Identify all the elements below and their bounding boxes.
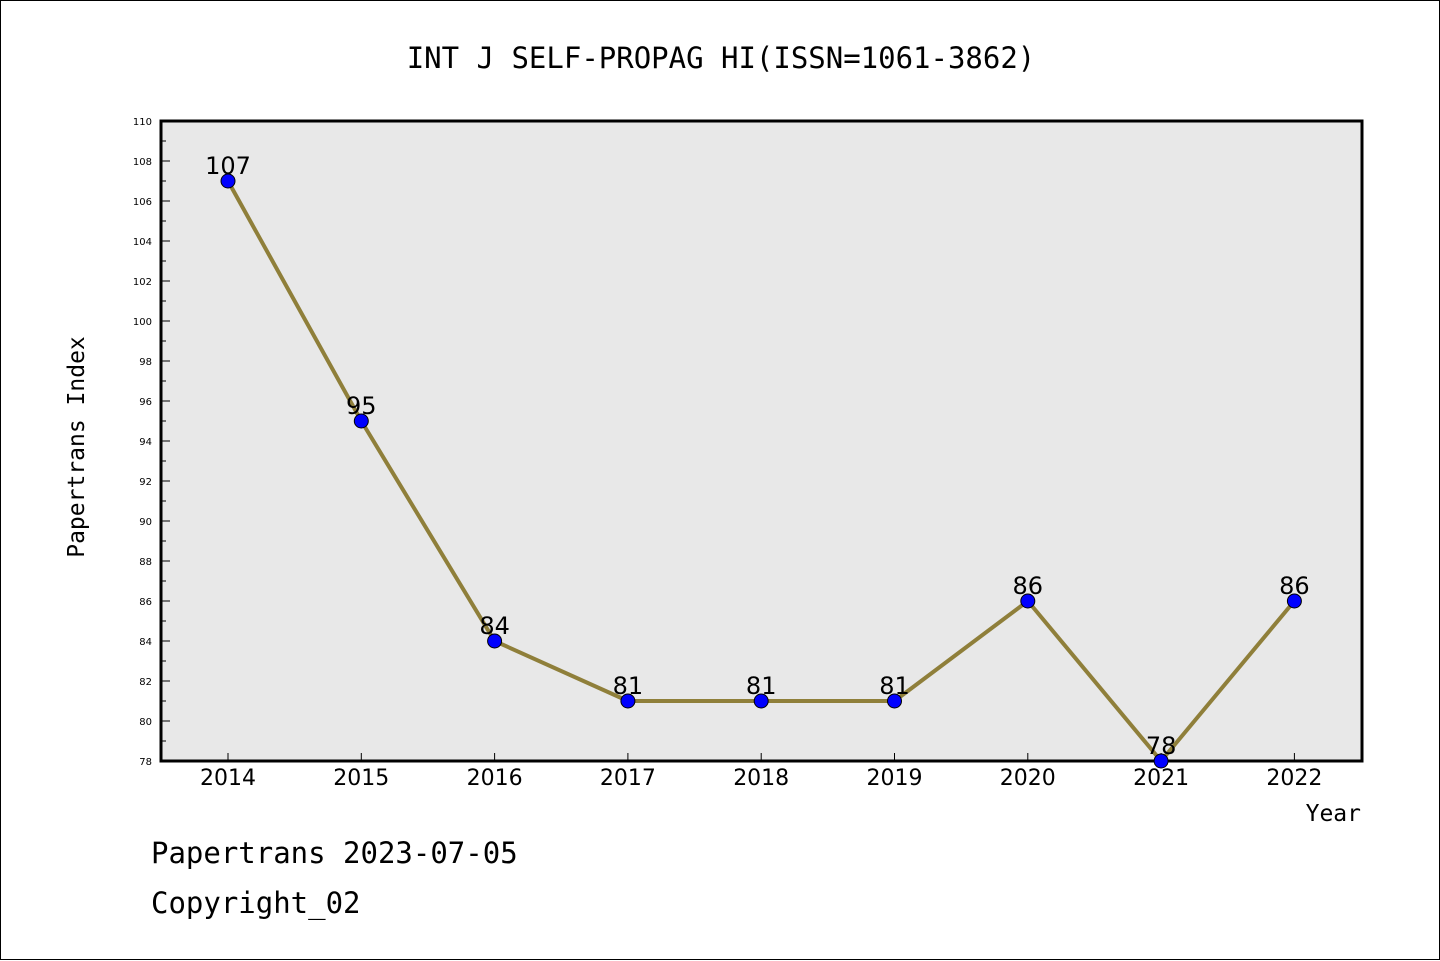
data-label: 81 <box>879 672 910 700</box>
y-tick-label: 104 <box>133 237 152 248</box>
x-tick-label: 2016 <box>467 766 523 791</box>
y-tick-label: 82 <box>139 677 152 688</box>
x-tick-label: 2020 <box>1000 766 1056 791</box>
data-label: 107 <box>205 152 251 180</box>
data-point <box>1153 753 1169 769</box>
y-axis-label: Papertrans Index <box>64 336 90 558</box>
plot-area <box>159 119 1364 763</box>
y-tick-label: 92 <box>139 477 152 488</box>
chart-title: INT J SELF-PROPAG HI(ISSN=1061-3862) <box>407 41 1036 75</box>
y-tick-label: 100 <box>133 317 152 328</box>
data-point <box>353 413 369 429</box>
x-tick-label: 2022 <box>1266 766 1322 791</box>
data-label: 84 <box>479 612 510 640</box>
y-tick-label: 110 <box>133 117 152 128</box>
data-point <box>887 693 902 709</box>
x-tick-label: 2018 <box>733 766 789 791</box>
data-point <box>487 633 503 649</box>
x-tick-label: 2021 <box>1133 766 1189 791</box>
data-label: 86 <box>1279 572 1310 600</box>
y-tick-label: 80 <box>139 717 152 728</box>
data-point-group <box>220 173 1302 769</box>
y-tick-label: 86 <box>139 597 152 608</box>
footer-date: Papertrans 2023-07-05 <box>151 836 518 870</box>
x-tick-label: 2015 <box>333 766 389 791</box>
y-tick-label: 88 <box>139 557 152 568</box>
y-tick-label: 94 <box>139 437 152 448</box>
y-tick-label: 90 <box>139 517 152 528</box>
data-point <box>620 693 636 709</box>
y-axis: 78 80 82 84 86 88 90 92 94 96 98 100 102 104 106 108 110 <box>133 117 170 768</box>
y-tick-label: 106 <box>133 197 152 208</box>
data-label: 95 <box>346 392 377 420</box>
y-tick-label: 84 <box>139 637 152 648</box>
data-label: 86 <box>1013 572 1044 600</box>
y-tick-label: 96 <box>139 397 152 408</box>
x-axis: 2014 2015 2016 2017 2018 2019 2020 2021 2022 <box>200 753 1322 791</box>
y-tick-label: 108 <box>133 157 152 168</box>
footer-copyright: Copyright_02 <box>151 886 361 920</box>
data-point <box>220 173 236 189</box>
data-label: 81 <box>613 672 644 700</box>
y-tick-label: 98 <box>139 357 152 368</box>
y-tick-label: 78 <box>139 757 152 768</box>
data-point <box>1020 593 1036 609</box>
x-tick-label: 2014 <box>200 766 256 791</box>
x-axis-label: Year <box>1306 801 1361 827</box>
y-tick-label: 102 <box>133 277 152 288</box>
data-label: 78 <box>1146 732 1177 760</box>
x-tick-label: 2017 <box>600 766 656 791</box>
data-point <box>753 693 769 709</box>
data-label-group: 107 95 84 81 81 81 86 78 86 <box>205 152 1310 760</box>
x-tick-label: 2019 <box>867 766 923 791</box>
data-point <box>1286 593 1302 609</box>
data-label: 81 <box>746 672 777 700</box>
